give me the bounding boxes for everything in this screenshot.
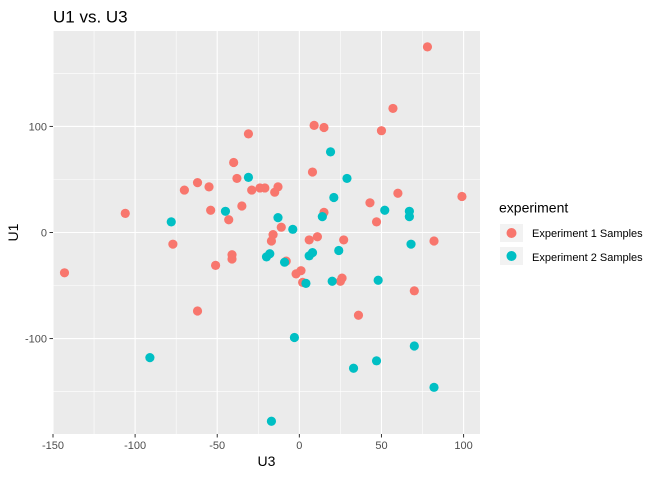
- data-points: [59, 42, 467, 426]
- data-point-experiment-1: [376, 126, 387, 136]
- data-point-experiment-1: [227, 254, 237, 264]
- x-tick-label: -100: [124, 440, 146, 452]
- data-point-experiment-2: [317, 211, 327, 222]
- data-point-experiment-1: [319, 122, 329, 133]
- data-point-experiment-2: [406, 239, 416, 249]
- data-point-experiment-2: [265, 249, 275, 259]
- y-tick-label: 0: [41, 228, 47, 240]
- data-point-experiment-1: [304, 235, 314, 245]
- data-point-experiment-1: [365, 198, 375, 208]
- data-point-experiment-1: [388, 103, 398, 114]
- data-point-experiment-2: [145, 353, 155, 363]
- data-point-experiment-1: [179, 185, 189, 195]
- data-point-experiment-1: [337, 273, 347, 283]
- data-point-experiment-2: [266, 416, 277, 426]
- data-point-experiment-1: [229, 157, 239, 168]
- data-point-experiment-2: [409, 341, 419, 351]
- y-tick-label: -100: [25, 334, 47, 346]
- data-point-experiment-1: [237, 201, 247, 211]
- data-point-experiment-1: [243, 129, 254, 139]
- data-point-experiment-1: [268, 230, 278, 240]
- data-point-experiment-1: [260, 183, 270, 193]
- data-point-experiment-2: [166, 217, 176, 227]
- data-point-experiment-1: [393, 188, 403, 198]
- data-point-experiment-1: [273, 182, 283, 192]
- chart-title: U1 vs. U3: [53, 7, 128, 26]
- legend-label-experiment-1: Experiment 1 Samples: [532, 228, 643, 240]
- data-point-experiment-1: [409, 286, 419, 296]
- data-point-experiment-1: [309, 120, 319, 130]
- data-point-experiment-1: [192, 306, 203, 316]
- data-point-experiment-1: [371, 217, 382, 227]
- data-point-experiment-2: [342, 173, 352, 184]
- x-tick-label: 100: [454, 440, 472, 452]
- data-point-experiment-2: [279, 257, 290, 267]
- axis-tick-labels: -150 -100 -50 0 50 100 -100 0 100: [25, 121, 473, 452]
- x-tick-label: -150: [42, 440, 64, 452]
- data-point-experiment-2: [371, 356, 382, 366]
- x-tick-label: -50: [209, 440, 225, 452]
- data-point-experiment-1: [247, 185, 257, 195]
- data-point-experiment-2: [373, 275, 383, 285]
- data-point-experiment-1: [232, 173, 242, 184]
- x-tick-label: 0: [296, 440, 302, 452]
- x-axis-title: U3: [258, 453, 276, 469]
- legend-title: experiment: [499, 200, 568, 216]
- data-point-experiment-1: [312, 232, 323, 242]
- data-point-experiment-2: [273, 213, 283, 223]
- data-point-experiment-1: [296, 266, 306, 276]
- data-point-experiment-1: [339, 235, 349, 245]
- data-point-experiment-1: [120, 208, 130, 219]
- data-point-experiment-2: [288, 224, 298, 234]
- y-axis-title: U1: [5, 223, 21, 241]
- data-point-experiment-2: [380, 205, 390, 215]
- legend-key-experiment-1: [506, 228, 517, 238]
- data-point-experiment-1: [422, 42, 433, 52]
- data-point-experiment-1: [206, 205, 216, 215]
- data-point-experiment-1: [192, 178, 203, 188]
- data-point-experiment-1: [429, 236, 439, 246]
- data-point-experiment-2: [329, 192, 339, 203]
- data-point-experiment-2: [243, 172, 254, 182]
- data-point-experiment-2: [220, 206, 231, 216]
- data-point-experiment-2: [327, 276, 337, 286]
- data-point-experiment-1: [204, 182, 214, 192]
- data-point-experiment-2: [307, 248, 318, 258]
- legend-label-experiment-2: Experiment 2 Samples: [532, 252, 643, 264]
- data-point-experiment-2: [334, 245, 344, 256]
- data-point-experiment-1: [59, 268, 70, 278]
- y-tick-label: 100: [29, 121, 47, 133]
- data-point-experiment-1: [210, 260, 221, 270]
- data-point-experiment-2: [289, 332, 300, 343]
- data-point-experiment-2: [301, 278, 311, 289]
- data-point-experiment-1: [168, 239, 178, 249]
- data-point-experiment-2: [348, 363, 359, 373]
- data-point-experiment-2: [325, 147, 336, 157]
- data-point-experiment-2: [429, 382, 439, 392]
- legend-key-experiment-2: [506, 251, 517, 261]
- data-point-experiment-1: [457, 191, 467, 202]
- data-point-experiment-2: [404, 211, 414, 222]
- data-point-experiment-1: [353, 310, 364, 320]
- legend: experiment Experiment 1 Samples Experime…: [499, 200, 643, 265]
- data-point-experiment-1: [307, 167, 318, 177]
- data-point-experiment-1: [224, 215, 234, 225]
- x-tick-label: 50: [375, 440, 387, 452]
- axis-ticks: [49, 125, 465, 438]
- data-point-experiment-1: [276, 222, 286, 232]
